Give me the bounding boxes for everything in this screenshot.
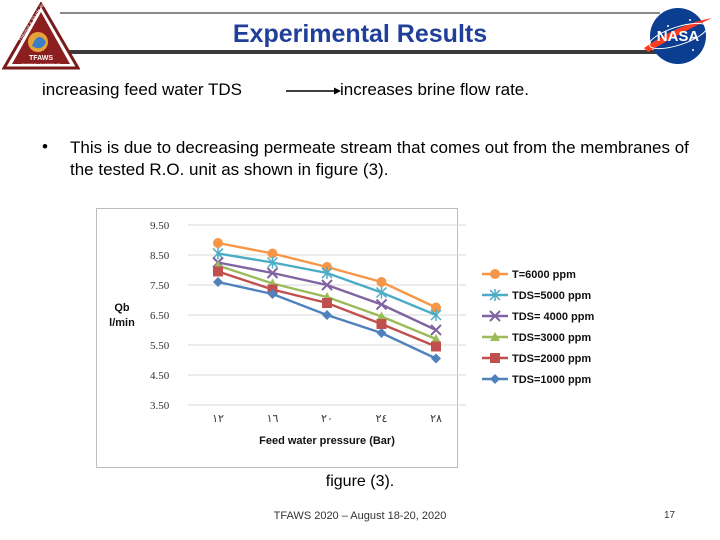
y-axis-label-line-1: Qb: [114, 302, 130, 314]
data-point-marker: [431, 302, 441, 313]
data-point-marker: [321, 279, 333, 291]
page-number: 17: [664, 510, 676, 521]
legend-label: TDS= 4000 ppm: [512, 311, 594, 323]
legend-item: TDS=2000 ppm: [482, 353, 591, 365]
data-point-marker: [375, 286, 388, 299]
data-point-marker: [376, 277, 387, 287]
y-tick-label: 3.50: [150, 400, 170, 412]
y-tick-label: 7.50: [150, 280, 170, 292]
brine-flow-chart: 9.508.507.506.505.504.503.50 ١٢ ١٦ ٢٠ ٢٤ ٢٨ …: [109, 220, 594, 447]
lead-text-right: increases brine flow rate.: [340, 80, 529, 99]
data-point-marker: [430, 324, 442, 336]
arrow-right-icon: [286, 87, 341, 95]
data-point-marker: [322, 298, 332, 308]
y-tick-label: 9.50: [150, 220, 170, 232]
legend-label: TDS=2000 ppm: [512, 353, 591, 365]
y-tick-label: 4.50: [150, 370, 170, 382]
x-tick-label: ٢٠: [321, 413, 333, 425]
legend-item: T=6000 ppm: [482, 269, 576, 281]
data-point-marker: [490, 353, 500, 363]
y-axis-label-line-2: l/min: [109, 317, 135, 329]
data-point-marker: [267, 289, 278, 299]
legend-label: T=6000 ppm: [512, 269, 576, 281]
data-point-marker: [490, 332, 500, 341]
legend-item: TDS=1000 ppm: [482, 374, 591, 386]
legend-label: TDS=3000 ppm: [512, 332, 591, 344]
data-point-marker: [376, 328, 387, 338]
nasa-logo: NASA: [644, 8, 712, 64]
data-point-marker: [375, 298, 388, 311]
data-point-marker: [376, 319, 387, 329]
logo-right-text: NASA: [657, 28, 700, 45]
bullet-icon: •: [42, 137, 48, 156]
series-5: [213, 266, 441, 352]
series-6: [213, 277, 441, 364]
legend-item: TDS=3000 ppm: [482, 332, 591, 344]
data-point-marker: [490, 269, 500, 279]
data-point-marker: [212, 247, 224, 260]
series-line: [217, 270, 437, 348]
data-point-marker: [267, 248, 278, 259]
y-tick-label: 5.50: [150, 340, 170, 352]
data-point-marker: [266, 256, 279, 269]
data-point-marker: [266, 267, 279, 279]
data-point-marker: [430, 309, 442, 321]
data-point-marker: [431, 341, 441, 352]
data-point-marker: [489, 310, 501, 322]
data-point-marker: [213, 277, 223, 287]
x-tick-label: ١٢: [212, 413, 224, 425]
legend-label: TDS=5000 ppm: [512, 290, 591, 302]
footer-text: TFAWS 2020 – August 18-20, 2020: [273, 510, 447, 522]
data-point-marker: [213, 238, 223, 248]
logo-left-text-3: PASSIVE LEADERSHIP: [22, 63, 61, 67]
data-point-marker: [213, 266, 223, 277]
data-point-marker: [489, 289, 501, 301]
x-tick-label: ٢٤: [376, 413, 388, 425]
tfaws-logo: Thermal & Fluids Analysis Workshop TFAWS…: [2, 2, 80, 70]
data-point-marker: [376, 311, 387, 321]
legend-item: TDS=5000 ppm: [482, 289, 591, 302]
lead-text-left: increasing feed water TDS: [42, 80, 243, 99]
slide-title: Experimental Results: [232, 20, 488, 48]
x-axis-label: Feed water pressure (Bar): [259, 435, 395, 447]
series-2: [212, 247, 442, 321]
figure-caption: figure (3).: [325, 473, 395, 490]
data-point-marker: [490, 374, 500, 384]
legend-label: TDS=1000 ppm: [512, 374, 591, 386]
logo-left-text-2: TFAWS: [29, 55, 53, 62]
data-point-marker: [431, 334, 441, 343]
header-rule: [60, 12, 660, 54]
bullet-text: This is due to decreasing permeate strea…: [70, 138, 689, 179]
y-tick-label: 8.50: [150, 250, 170, 262]
data-point-marker: [321, 267, 333, 279]
data-point-marker: [322, 310, 332, 320]
data-point-marker: [431, 353, 441, 364]
x-tick-label: ٢٨: [430, 413, 442, 425]
legend-item: TDS= 4000 ppm: [482, 310, 594, 323]
series-3: [212, 256, 442, 336]
x-tick-label: ١٦: [267, 413, 279, 425]
y-tick-label: 6.50: [150, 310, 170, 322]
